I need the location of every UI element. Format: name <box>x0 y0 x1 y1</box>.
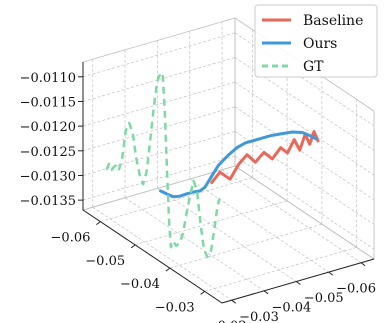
legend-label-ours: Ours <box>303 36 337 52</box>
grid-line <box>82 57 236 102</box>
x-tick-label: −0.04 <box>120 277 160 292</box>
z-tick-label: −0.0115 <box>20 95 76 110</box>
grid-line <box>169 223 322 269</box>
y-tick-label: −0.02 <box>207 319 247 323</box>
x-tick-mark <box>96 221 101 226</box>
grid-line <box>100 177 253 223</box>
y-tick-label: −0.06 <box>336 282 376 297</box>
grid-line <box>234 155 375 250</box>
grid-line <box>82 32 236 78</box>
grid-line <box>189 178 329 273</box>
z-tick-label: −0.0125 <box>20 145 76 160</box>
x-tick-label: −0.03 <box>155 300 195 315</box>
x-tick-label: −0.06 <box>51 231 91 246</box>
z-tick-label: −0.0120 <box>20 120 76 135</box>
legend-label-baseline: Baseline <box>303 13 363 29</box>
legend-label-gt: GT <box>303 59 324 75</box>
y-axis-line <box>221 258 375 304</box>
x-axis-line <box>82 209 223 304</box>
grid-line <box>124 197 265 292</box>
grid-line <box>82 81 236 127</box>
grid-line <box>82 106 236 152</box>
x-tick-mark <box>165 267 171 272</box>
y-tick-label: −0.03 <box>239 310 279 323</box>
grid-line <box>234 131 375 225</box>
z-tick-label: −0.0130 <box>20 169 76 184</box>
y-tick-label: −0.05 <box>304 291 344 306</box>
grid-line <box>204 246 357 292</box>
grid-line <box>234 106 375 201</box>
legend-box <box>254 4 378 78</box>
x-tick-mark <box>130 244 136 249</box>
series-line-ours <box>159 130 318 199</box>
grid-line <box>82 155 236 201</box>
chart-series <box>105 71 320 259</box>
grid-line <box>157 188 297 282</box>
x-tick-mark <box>200 290 205 295</box>
z-tick-label: −0.0135 <box>20 194 76 209</box>
chart-tick-labels: −0.06−0.05−0.04−0.03−0.02−0.03−0.04−0.05… <box>20 71 376 323</box>
y-tick-mark <box>360 262 366 267</box>
series-line-baseline <box>210 130 320 185</box>
y-tick-mark <box>328 271 334 276</box>
chart-axes <box>82 62 375 304</box>
y-tick-mark <box>296 281 301 285</box>
y-tick-label: −0.04 <box>271 300 311 315</box>
y-tick-mark <box>231 299 237 304</box>
grid-line <box>92 206 232 301</box>
grid-line <box>135 200 288 246</box>
series-line-gt <box>105 71 221 259</box>
grid-line <box>221 169 362 264</box>
z-tick-label: −0.0110 <box>20 71 76 86</box>
y-tick-mark <box>263 290 269 295</box>
x-tick-label: −0.05 <box>85 254 125 269</box>
grid-line <box>234 81 375 176</box>
legend: Baseline Ours GT <box>254 4 378 78</box>
